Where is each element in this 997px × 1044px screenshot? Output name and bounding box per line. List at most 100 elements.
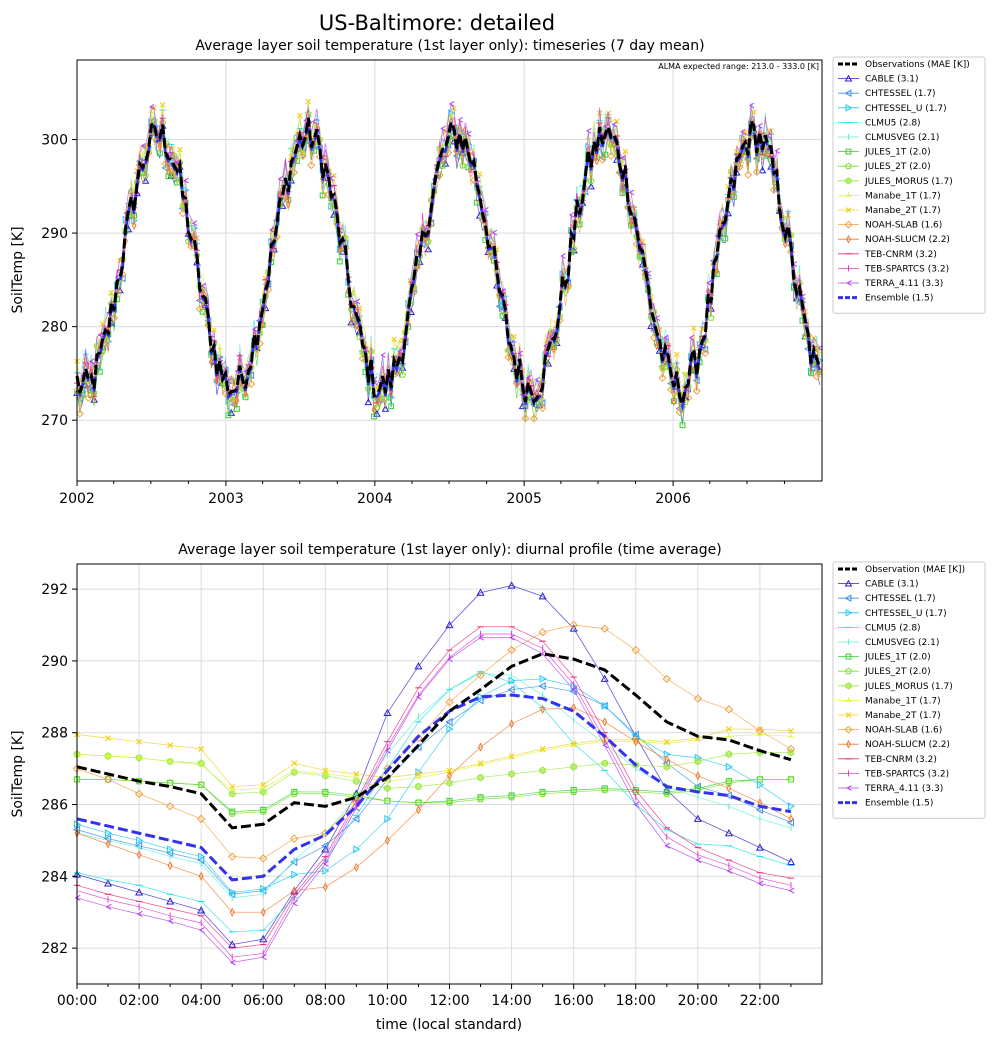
timeseries-series-ensemble [75,119,821,412]
diurnal-x-axis-label: time (local standard) [376,1017,522,1033]
timeseries-point-noah-slab-1-6 [161,159,170,168]
diurnal-line-observation-mae-k [76,652,792,830]
diurnal-point-cable-3-1 [321,845,330,853]
timeseries-y-axis-label: SoilTemp [K] [10,226,26,313]
timeseries-legend-entry-terra-4-11-3-3: TERRA_4.11 (3.3) [838,279,943,289]
diurnal-point-cable-3-1 [166,897,175,905]
diurnal-x-tick-label: 04:00 [181,993,221,1009]
diurnal-point-cable-3-1 [103,879,113,887]
timeseries-line-ensemble [75,119,821,412]
timeseries-point-jules-1t-2-0 [388,403,395,410]
diurnal-point-jules-2t-2-0 [166,779,174,787]
diurnal-point-noah-slucm-2-2 [447,771,452,781]
timeseries-point-noah-slucm-2-2 [628,218,634,228]
timeseries-series-chtessel-1-7 [75,120,820,413]
timeseries-point-manabe-2t-1-7 [476,171,483,177]
diurnal-legend-marker-manabe-1t-1-7 [845,697,852,703]
diurnal-point-manabe-2t-1-7 [415,771,422,777]
diurnal-point-terra-4-11-3-3 [757,880,764,887]
diurnal-point-jules-morus-1-7 [694,757,702,766]
timeseries-point-noah-slab-1-6 [692,386,701,395]
diurnal-point-noah-slab-1-6 [600,624,609,633]
timeseries-point-noah-slab-1-6 [744,170,753,179]
timeseries-legend-label: CHTESSEL (1.7) [865,89,936,99]
timeseries-point-manabe-2t-1-7 [108,289,115,296]
timeseries-series-observations [75,116,821,410]
diurnal-legend-label: TERRA_4.11 (3.3) [864,784,943,794]
diurnal-legend: Observation (MAE [K]) CABLE (3.1) CHTESSEL… [832,561,986,819]
diurnal-y-tick-label: 286 [41,798,68,814]
diurnal-point-jules-2t-2-0 [538,789,547,797]
diurnal-point-manabe-2t-1-7 [105,735,112,742]
diurnal-legend-marker-jules-morus-1-7 [845,682,852,690]
timeseries-legend-entry-chtessel-u-1-7: CHTESSEL_U (1.7) [838,104,947,114]
diurnal-point-noah-slucm-2-2 [571,703,577,713]
diurnal-point-chtessel-u-1-7 [446,725,454,734]
diurnal-legend-label: TEB-SPARTCS (3.2) [864,769,949,779]
diurnal-point-jules-2t-2-0 [197,780,205,788]
timeseries-legend-marker-chtessel-u-1-7 [845,103,853,112]
timeseries-legend-entry-clmusveg-2-1: CLMUSVEG (2.1) [838,133,939,143]
timeseries-line-noah-slucm-2-2 [76,120,820,411]
timeseries-point-terra-4-11-3-3 [457,116,463,123]
diurnal-x-tick-label: 00:00 [57,993,97,1009]
diurnal-point-noah-slucm-2-2 [260,907,266,917]
diurnal-point-noah-slucm-2-2 [602,717,608,727]
diurnal-point-jules-2t-2-0 [601,786,609,794]
timeseries-point-noah-slab-1-6 [658,373,667,382]
timeseries-point-manabe-2t-1-7 [596,110,603,116]
timeseries-point-terra-4-11-3-3 [217,355,224,362]
timeseries-point-jules-2t-2-0 [304,110,312,117]
diurnal-point-chtessel-1-7 [321,841,329,850]
diurnal-point-noah-slab-1-6 [724,705,734,714]
timeseries-point-terra-4-11-3-3 [740,128,746,135]
diurnal-legend-label: NOAH-SLAB (1.6) [865,726,942,736]
diurnal-line-chtessel-1-7 [76,685,792,895]
timeseries-point-cable-3-1 [424,245,433,253]
diurnal-line-terra-4-11-3-3 [76,637,792,963]
diurnal-plot-area [72,581,796,966]
diurnal-point-chtessel-u-1-7 [104,829,113,838]
diurnal-point-chtessel-u-1-7 [198,852,206,861]
timeseries-legend-marker-jules-morus-1-7 [845,177,852,185]
diurnal-point-chtessel-1-7 [507,685,515,694]
timeseries-legend-entry-observations-mae-k: Observations (MAE [K]) [838,60,970,70]
timeseries-legend-label: TEB-CNRM (3.2) [864,250,937,260]
diurnal-point-noah-slab-1-6 [134,789,144,798]
diurnal-point-cable-3-1 [228,940,237,948]
diurnal-point-jules-morus-1-7 [477,773,484,782]
timeseries-point-noah-slab-1-6 [75,409,84,418]
timeseries-point-noah-slab-1-6 [452,147,461,156]
timeseries-point-terra-4-11-3-3 [268,227,275,233]
diurnal-legend-label: Manabe_1T (1.7) [865,696,941,706]
timeseries-point-manabe-2t-1-7 [211,327,217,333]
timeseries-point-noah-slab-1-6 [178,209,187,218]
diurnal-point-noah-slucm-2-2 [633,737,639,747]
diurnal-legend-marker-noah-slucm-2-2 [846,739,851,749]
timeseries-legend-entry-clmu5-2-8: CLMU5 (2.8) [838,118,921,128]
timeseries-x-tick-label: 2004 [357,491,393,507]
diurnal-x-tick-label: 16:00 [553,993,593,1009]
timeseries-point-noah-slab-1-6 [598,155,607,164]
diurnal-point-jules-morus-1-7 [508,770,515,778]
diurnal-series-noah-slab-1-6 [72,620,796,863]
diurnal-legend-entry-chtessel-1-7: CHTESSEL (1.7) [838,594,936,604]
timeseries-series-manabe-1t-1-7 [76,108,823,403]
diurnal-legend-entry-terra-4-11-3-3: TERRA_4.11 (3.3) [838,784,943,794]
diurnal-point-jules-morus-1-7 [663,763,671,771]
timeseries-line-jules-morus-1-7 [76,116,820,401]
timeseries-legend-entry-ensemble-1-5: Ensemble (1.5) [838,294,933,304]
timeseries-point-noah-slab-1-6 [675,408,684,417]
timeseries-point-noah-slucm-2-2 [157,142,163,151]
diurnal-point-terra-4-11-3-3 [726,867,733,874]
diurnal-point-terra-4-11-3-3 [260,954,267,961]
diurnal-series-teb-cnrm-3-2 [73,626,795,949]
timeseries-point-noah-slab-1-6 [529,414,538,423]
diurnal-point-cable-3-1 [476,588,485,596]
timeseries-point-terra-4-11-3-3 [517,350,523,357]
diurnal-point-terra-4-11-3-3 [478,634,484,641]
timeseries-point-jules-2t-2-0 [459,162,466,169]
diurnal-y-axis-label: SoilTemp [K] [10,730,26,817]
timeseries-point-cable-3-1 [364,398,373,406]
